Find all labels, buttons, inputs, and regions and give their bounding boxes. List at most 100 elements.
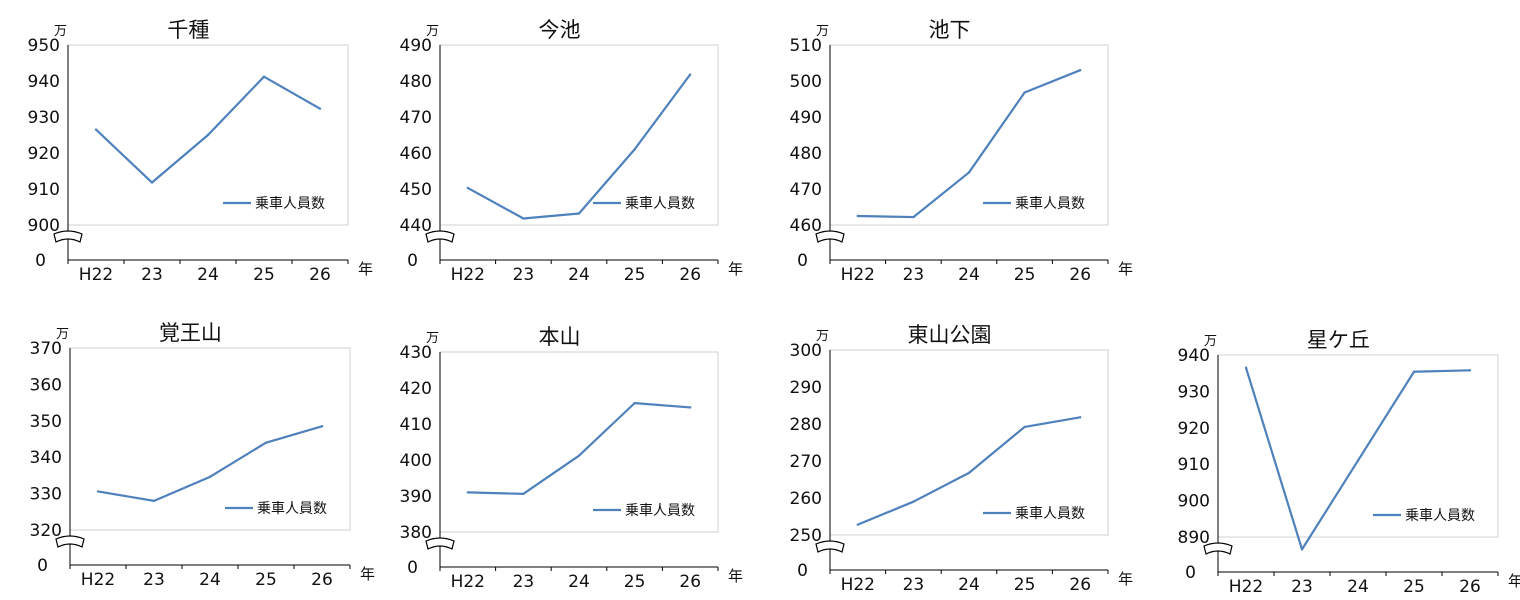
y-tick-label: 930 [28, 108, 60, 128]
y-zero-label: 0 [407, 251, 418, 271]
y-unit-label: 万 [816, 329, 829, 344]
axis-break-icon [815, 540, 845, 553]
y-tick-label: 300 [790, 341, 822, 361]
y-tick-label: 920 [1178, 419, 1210, 439]
x-unit-label: 年 [1118, 570, 1133, 588]
legend-label: 乗車人員数 [1015, 505, 1085, 522]
x-tick-label: 23 [143, 570, 165, 590]
axis-break-icon [1203, 542, 1233, 555]
x-tick-label: 24 [1347, 577, 1369, 597]
legend-label: 乗車人員数 [625, 195, 695, 212]
data-point [1079, 69, 1082, 72]
legend-label: 乗車人員数 [625, 502, 695, 519]
data-point [967, 471, 971, 475]
data-point [856, 214, 859, 218]
y-zero-label: 0 [37, 556, 48, 576]
y-tick-label: 900 [28, 216, 60, 236]
data-point [206, 133, 210, 137]
y-zero-label: 0 [407, 558, 418, 578]
x-tick-label: 26 [1069, 265, 1091, 285]
x-tick-label: H22 [1229, 577, 1263, 597]
x-unit-label: 年 [360, 565, 375, 583]
y-tick-label: 940 [1178, 346, 1210, 366]
x-tick-label: 24 [199, 570, 221, 590]
y-tick-label: 470 [400, 108, 432, 128]
x-tick-label: 23 [141, 265, 163, 285]
y-tick-label: 890 [1178, 528, 1210, 548]
y-tick-label: 360 [30, 375, 62, 395]
axis-break-icon [55, 535, 85, 548]
data-point [318, 107, 322, 110]
y-tick-label: 900 [1178, 492, 1210, 512]
y-unit-label: 万 [426, 24, 439, 39]
data-point [1023, 425, 1026, 429]
x-tick-label: 26 [1069, 575, 1091, 595]
x-tick-label: 25 [624, 572, 646, 592]
y-zero-label: 0 [35, 251, 46, 271]
y-tick-label: 450 [400, 180, 432, 200]
y-tick-label: 350 [30, 412, 62, 432]
y-tick-label: 330 [30, 485, 62, 505]
x-tick-label: 25 [253, 265, 275, 285]
y-tick-label: 260 [790, 489, 822, 509]
x-tick-label: 26 [679, 265, 701, 285]
y-tick-label: 320 [30, 521, 62, 541]
y-tick-label: 410 [400, 415, 432, 435]
data-point [577, 212, 581, 215]
data-point [262, 75, 266, 78]
x-tick-label: 23 [903, 265, 925, 285]
x-tick-label: H22 [451, 572, 485, 592]
chart-title: 星ケ丘 [1307, 328, 1370, 352]
series-line [97, 425, 323, 502]
y-tick-label: 440 [400, 216, 432, 236]
y-tick-label: 470 [790, 180, 822, 200]
y-tick-label: 270 [790, 452, 822, 472]
data-point [1356, 459, 1360, 462]
data-point [1023, 91, 1026, 94]
data-point [1300, 548, 1304, 551]
x-tick-label: 26 [311, 570, 333, 590]
y-tick-label: 950 [28, 36, 60, 56]
y-tick-label: 280 [790, 415, 822, 435]
axis-break-icon [815, 230, 845, 243]
x-tick-label: 24 [568, 265, 590, 285]
x-tick-label: 24 [958, 575, 980, 595]
y-tick-label: 500 [790, 72, 822, 92]
chart-title: 東山公園 [908, 323, 992, 347]
data-point [633, 401, 636, 405]
y-tick-label: 370 [30, 339, 62, 359]
x-tick-label: 23 [513, 572, 535, 592]
data-point [689, 73, 692, 76]
x-tick-label: 26 [679, 572, 701, 592]
data-point [96, 490, 100, 493]
y-tick-label: 430 [400, 343, 432, 363]
x-tick-label: 23 [903, 575, 925, 595]
data-point [856, 523, 859, 526]
x-tick-label: 23 [1291, 577, 1313, 597]
y-unit-label: 万 [426, 331, 439, 346]
data-point [912, 215, 915, 219]
legend-label: 乗車人員数 [1015, 195, 1085, 212]
x-unit-label: 年 [1118, 260, 1133, 278]
data-point [912, 500, 915, 503]
axis-break-icon [53, 230, 83, 243]
data-point [466, 186, 469, 190]
x-tick-label: 24 [958, 265, 980, 285]
x-tick-label: 25 [624, 265, 646, 285]
y-tick-label: 290 [790, 378, 822, 398]
x-tick-label: H22 [451, 265, 485, 285]
y-unit-label: 万 [1204, 334, 1217, 349]
y-tick-label: 400 [400, 451, 432, 471]
data-point [150, 181, 154, 184]
chart-title: 今池 [539, 18, 581, 42]
x-tick-label: 26 [309, 265, 331, 285]
x-tick-label: 24 [197, 265, 219, 285]
chart-title: 千種 [167, 18, 209, 42]
series-line [467, 402, 691, 495]
y-tick-label: 420 [400, 379, 432, 399]
axis-break-icon [425, 230, 455, 243]
data-point [208, 475, 212, 479]
data-point [577, 454, 581, 457]
y-unit-label: 万 [54, 24, 67, 39]
